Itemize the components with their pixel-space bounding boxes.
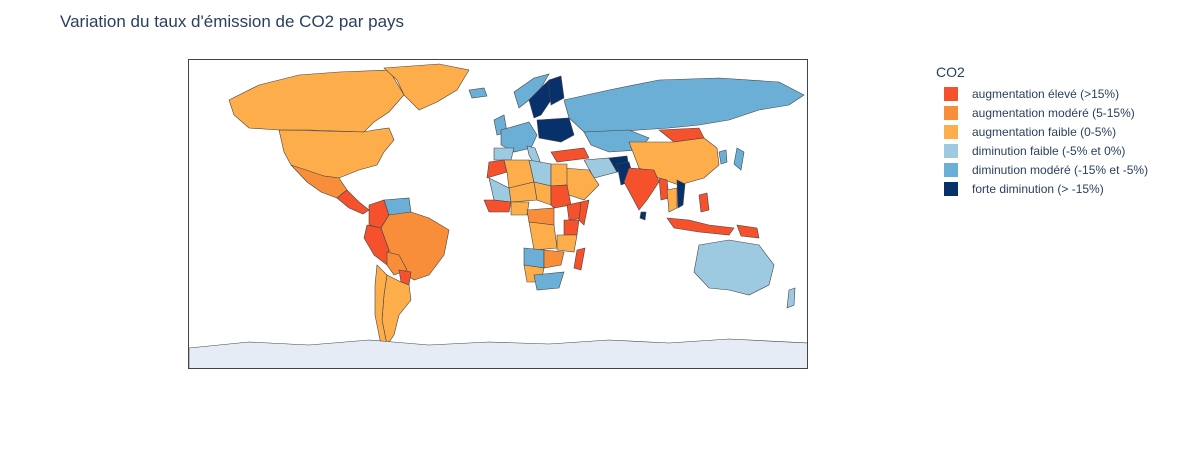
legend-swatch (944, 86, 958, 101)
legend-item[interactable]: augmentation élevé (>15%) (936, 84, 1148, 103)
country-somalia[interactable] (578, 199, 590, 226)
country-west-africa[interactable] (483, 199, 512, 213)
country-south-africa[interactable] (533, 271, 565, 291)
country-madagascar[interactable] (573, 247, 586, 271)
country-zambia[interactable] (543, 249, 565, 269)
legend-label: diminution faible (-5% et 0%) (972, 143, 1126, 158)
country-philippines[interactable] (698, 192, 710, 213)
country-iceland[interactable] (468, 87, 488, 99)
legend-item[interactable]: forte diminution (> -15%) (936, 179, 1148, 198)
legend-item[interactable]: diminution faible (-5% et 0%) (936, 141, 1148, 160)
legend-label: augmentation faible (0-5%) (972, 124, 1117, 139)
country-tanzania[interactable] (556, 234, 578, 253)
country-spain[interactable] (493, 147, 515, 161)
country-chad[interactable] (533, 181, 552, 206)
country-mali[interactable] (488, 177, 512, 203)
legend-swatch (944, 162, 958, 177)
country-canada[interactable] (228, 69, 405, 133)
country-nigeria[interactable] (510, 201, 530, 216)
country-russia[interactable] (563, 77, 805, 133)
country-india[interactable] (623, 167, 660, 211)
country-egypt[interactable] (550, 163, 568, 187)
country-antarctica[interactable] (189, 338, 808, 369)
legend-swatch (944, 143, 958, 158)
legend-swatch (944, 105, 958, 120)
country-japan[interactable] (733, 147, 745, 171)
country-korea[interactable] (718, 149, 728, 165)
legend-item[interactable]: augmentation faible (0-5%) (936, 122, 1148, 141)
country-angola[interactable] (523, 247, 545, 269)
legend-item[interactable]: diminution modéré (-15% et -5%) (936, 160, 1148, 179)
country-new-zealand[interactable] (786, 287, 796, 309)
chart-title: Variation du taux d'émission de CO2 par … (60, 12, 405, 31)
country-morocco[interactable] (486, 159, 508, 179)
country-sri-lanka[interactable] (639, 211, 647, 221)
country-dr-congo[interactable] (528, 221, 558, 251)
country-sudan[interactable] (550, 184, 572, 209)
country-greenland[interactable] (383, 63, 470, 111)
country-finland[interactable] (548, 75, 565, 106)
legend: CO2 augmentation élevé (>15%) augmentatio… (936, 64, 1148, 198)
legend-item[interactable]: augmentation modéré (5-15%) (936, 103, 1148, 122)
country-vietnam[interactable] (676, 179, 686, 209)
country-kenya[interactable] (563, 219, 580, 236)
country-australia[interactable] (693, 239, 775, 296)
country-argentina[interactable] (381, 274, 412, 346)
legend-label: augmentation élevé (>15%) (972, 86, 1120, 101)
legend-label: forte diminution (> -15%) (972, 181, 1104, 196)
country-indonesia[interactable] (666, 217, 735, 236)
country-turkey[interactable] (550, 147, 590, 163)
legend-label: diminution modéré (-15% et -5%) (972, 162, 1149, 177)
legend-swatch (944, 181, 958, 196)
map-canvas (189, 63, 808, 369)
legend-label: augmentation modéré (5-15%) (972, 105, 1135, 120)
country-eastern-europe[interactable] (536, 117, 575, 143)
country-papua-new-guinea[interactable] (736, 224, 760, 239)
legend-title: CO2 (936, 64, 965, 80)
legend-swatch (944, 124, 958, 139)
world-map[interactable] (188, 59, 808, 369)
country-thailand[interactable] (666, 187, 678, 213)
